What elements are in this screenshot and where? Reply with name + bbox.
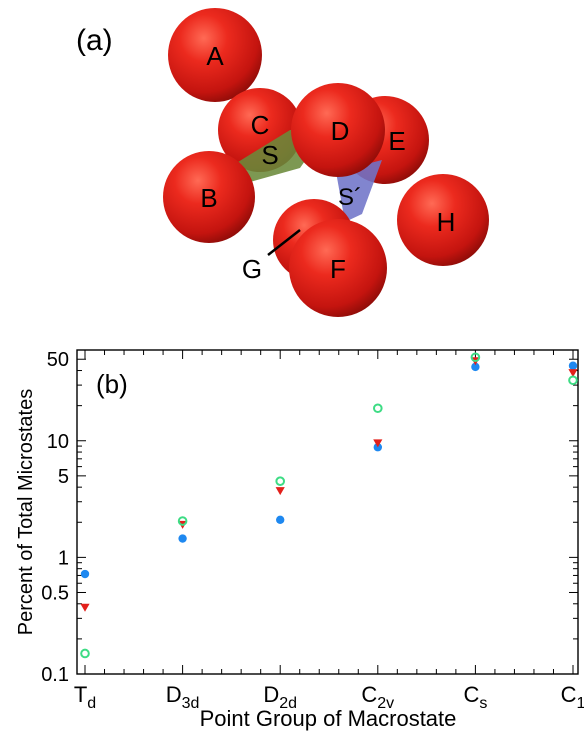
sphere-g-label: G — [242, 254, 262, 284]
data-point-series-1 — [471, 362, 480, 372]
x-tick-label: C2v — [361, 682, 394, 712]
y-axis-label: Percent of Total Microstates — [15, 389, 37, 635]
sphere-d-label: D — [331, 116, 350, 146]
x-tick-label: D3d — [166, 682, 200, 712]
data-point-series-2 — [275, 487, 285, 496]
g-pointer-line — [267, 229, 301, 256]
sphere-a: A — [168, 8, 262, 102]
data-point-series-2 — [80, 603, 90, 612]
panel-a: (a) A E C H S B S´ D — [76, 8, 489, 317]
y-tick-label: 5 — [58, 466, 69, 488]
x-tick-label: Td — [74, 682, 96, 712]
data-point-series-1 — [276, 515, 285, 524]
x-tick-label: Cs — [463, 682, 487, 712]
sphere-h-label: H — [437, 207, 456, 237]
sphere-a-label: A — [206, 41, 224, 71]
sphere-h: H — [397, 174, 489, 266]
y-tick-label: 1 — [58, 547, 69, 569]
plot-frame — [76, 349, 579, 675]
sphere-f: F — [289, 219, 387, 317]
data-point-series-2 — [373, 439, 383, 448]
sphere-b: B — [163, 151, 255, 243]
data-point-series-1 — [568, 361, 578, 370]
y-tick-label: 10 — [47, 431, 69, 453]
data-point-series-3 — [373, 403, 383, 414]
data-point-series-2 — [568, 369, 578, 378]
data-point-series-3 — [275, 476, 286, 486]
data-points — [80, 352, 578, 659]
y-tick-label: 0.1 — [41, 664, 69, 686]
data-point-series-1 — [80, 569, 90, 579]
y-tick-label: 50 — [47, 349, 69, 371]
data-point-series-3 — [177, 516, 188, 526]
plane-s-prime-label: S´ — [338, 184, 362, 211]
data-point-series-3 — [470, 352, 481, 363]
sphere-e-label: E — [388, 126, 405, 156]
x-axis-label: Point Group of Macrostate — [200, 706, 457, 731]
x-tick-label: D2d — [263, 682, 297, 712]
sphere-d: D — [291, 83, 385, 177]
data-point-series-1 — [178, 534, 187, 543]
data-point-series-3 — [568, 375, 578, 386]
panel-b-label: (b) — [96, 369, 128, 399]
panel-a-label: (a) — [76, 24, 113, 57]
panel-b: (b) 0.1 0.5 1 5 10 50 Td D3d D2d C2v Cs C1 Percent… — [15, 349, 584, 731]
y-axis-ticks: 0.1 0.5 1 5 10 50 — [41, 349, 578, 686]
x-axis-ticks: Td D3d D2d C2v Cs C1 — [74, 350, 584, 712]
y-tick-label: 0.5 — [41, 582, 69, 604]
sphere-c-label: C — [251, 110, 270, 140]
sphere-b-label: B — [200, 183, 217, 213]
x-tick-label: C1 — [561, 682, 584, 712]
sphere-f-label: F — [330, 254, 346, 284]
data-point-series-3 — [80, 648, 90, 659]
plane-s-label: S — [261, 140, 278, 170]
